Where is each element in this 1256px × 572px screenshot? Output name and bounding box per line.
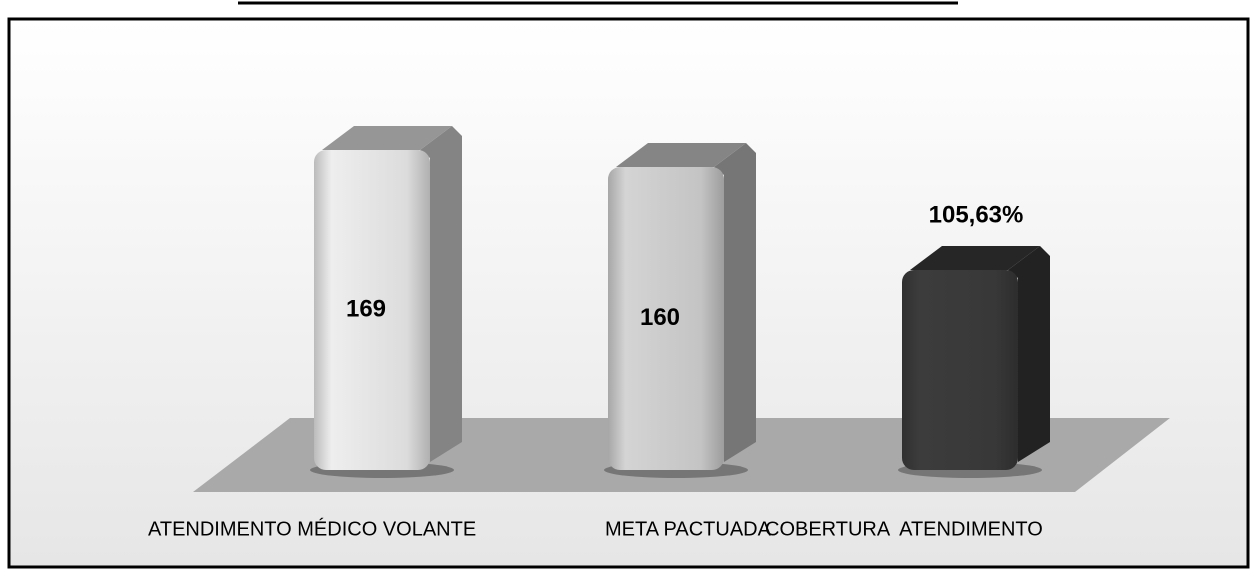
x-tick-label: ATENDIMENTO MÉDICO VOLANTE xyxy=(148,517,476,540)
x-tick-label: COBERTURA ATENDIMENTO xyxy=(765,518,1043,540)
bar xyxy=(902,269,1018,470)
bar-side xyxy=(420,126,462,462)
bar-top xyxy=(616,143,746,168)
value-label: 105,63% xyxy=(929,201,1024,228)
bar xyxy=(314,150,430,470)
x-tick-label: META PACTUADA xyxy=(605,518,772,540)
value-label: 169 xyxy=(346,295,386,322)
bar-top xyxy=(910,245,1040,270)
bar-side xyxy=(1008,245,1050,462)
bar-side xyxy=(714,143,756,462)
value-label: 160 xyxy=(640,304,680,331)
bar-top xyxy=(322,126,452,150)
bar xyxy=(608,167,724,470)
